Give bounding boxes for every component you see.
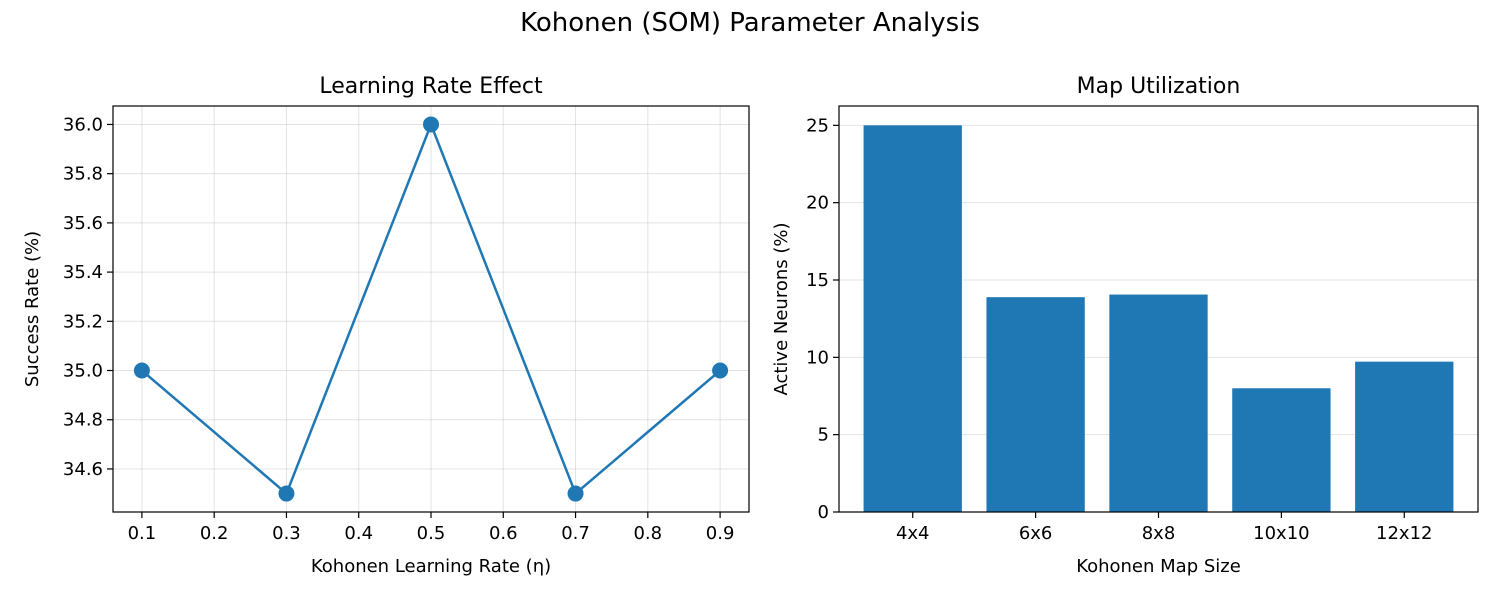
x-tick-label: 0.1 bbox=[128, 523, 157, 544]
x-tick-label: 0.3 bbox=[272, 523, 301, 544]
y-tick-label: 35.0 bbox=[63, 361, 103, 382]
bar bbox=[1232, 388, 1330, 512]
y-tick-label: 34.6 bbox=[63, 459, 103, 480]
x-tick-label: 12x12 bbox=[1376, 523, 1432, 544]
y-tick-label: 35.6 bbox=[63, 213, 103, 234]
x-tick-label: 6x6 bbox=[1019, 523, 1053, 544]
bar bbox=[1109, 295, 1207, 512]
y-axis-label: Active Neurons (%) bbox=[771, 222, 792, 395]
bar bbox=[1355, 362, 1453, 512]
x-tick-label: 0.8 bbox=[633, 523, 662, 544]
bar bbox=[864, 125, 962, 512]
x-tick-label: 8x8 bbox=[1142, 523, 1176, 544]
x-tick-label: 0.7 bbox=[561, 523, 590, 544]
x-tick-label: 0.5 bbox=[417, 523, 446, 544]
y-tick-label: 35.8 bbox=[63, 164, 103, 185]
y-tick-label: 0 bbox=[818, 502, 829, 523]
y-tick-label: 35.2 bbox=[63, 311, 103, 332]
x-tick-label: 0.4 bbox=[344, 523, 373, 544]
y-tick-label: 5 bbox=[818, 425, 829, 446]
y-tick-label: 20 bbox=[806, 193, 829, 214]
x-tick-label: 4x4 bbox=[896, 523, 930, 544]
y-tick-label: 10 bbox=[806, 347, 829, 368]
x-axis-label: Kohonen Map Size bbox=[1076, 556, 1241, 577]
y-tick-label: 25 bbox=[806, 115, 829, 136]
x-tick-label: 10x10 bbox=[1253, 523, 1309, 544]
x-axis-label: Kohonen Learning Rate (η) bbox=[311, 556, 551, 577]
y-tick-label: 36.0 bbox=[63, 114, 103, 135]
data-point bbox=[712, 363, 728, 379]
y-tick-label: 34.8 bbox=[63, 410, 103, 431]
chart-title: Map Utilization bbox=[1077, 74, 1241, 99]
x-tick-label: 0.6 bbox=[489, 523, 518, 544]
data-point bbox=[134, 363, 150, 379]
x-tick-label: 0.2 bbox=[200, 523, 229, 544]
y-axis-label: Success Rate (%) bbox=[22, 231, 43, 387]
bar bbox=[986, 297, 1084, 512]
data-point bbox=[278, 486, 294, 502]
x-tick-label: 0.9 bbox=[706, 523, 735, 544]
y-tick-label: 15 bbox=[806, 270, 829, 291]
data-point bbox=[568, 486, 584, 502]
y-tick-label: 35.4 bbox=[63, 262, 103, 283]
chart-title: Learning Rate Effect bbox=[319, 74, 543, 99]
data-point bbox=[423, 116, 439, 132]
